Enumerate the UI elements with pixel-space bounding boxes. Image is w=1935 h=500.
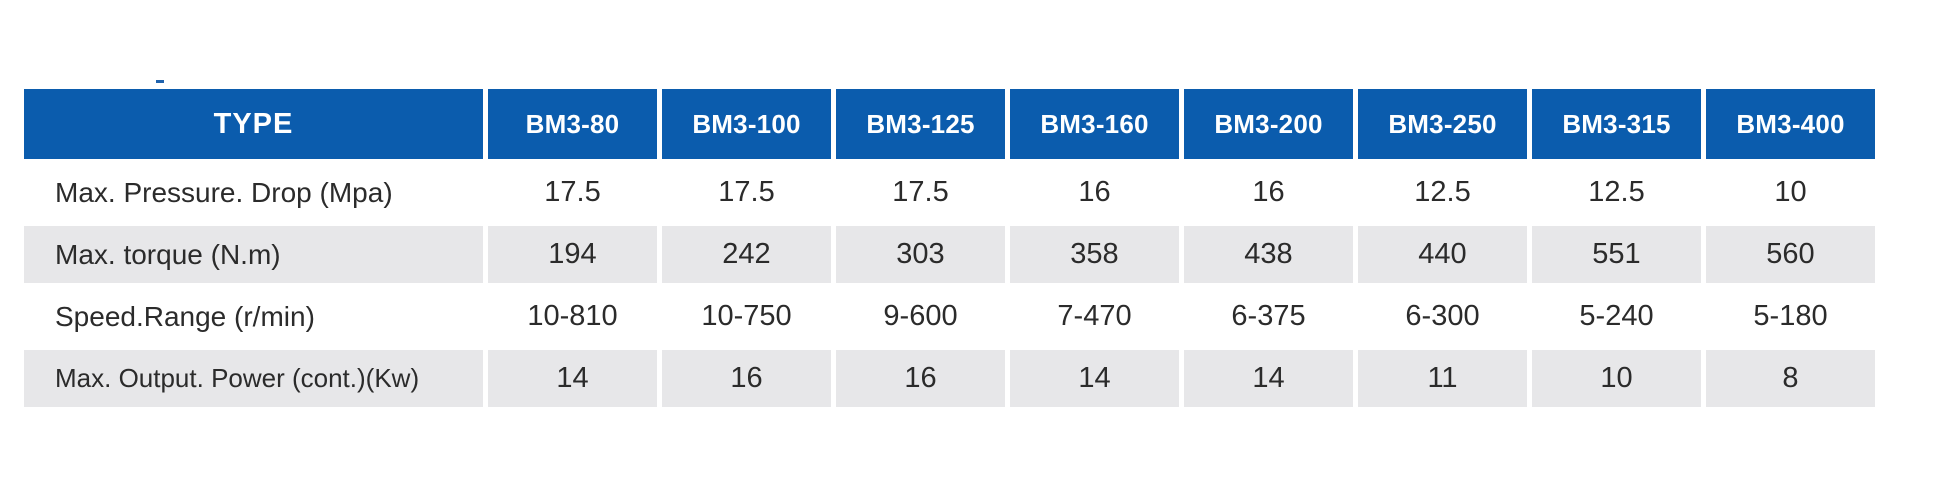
- table-cell: 17.5: [662, 164, 831, 221]
- table-cell: 551: [1532, 226, 1701, 283]
- header-row: TYPE BM3-80 BM3-100 BM3-125 BM3-160 BM3-…: [24, 89, 1875, 159]
- row-label: Max. Pressure. Drop (Mpa): [24, 164, 483, 221]
- row-label: Max. Output. Power (cont.)(Kw): [24, 350, 483, 407]
- table-cell: 17.5: [836, 164, 1005, 221]
- table-cell: 16: [1010, 164, 1179, 221]
- model-header: BM3-315: [1532, 89, 1701, 159]
- model-header: BM3-125: [836, 89, 1005, 159]
- table-cell: 10-810: [488, 288, 657, 345]
- table-cell: 17.5: [488, 164, 657, 221]
- type-header: TYPE: [24, 89, 483, 159]
- table-cell: 14: [488, 350, 657, 407]
- table-row: Max. Output. Power (cont.)(Kw) 14 16 16 …: [24, 350, 1875, 407]
- table-cell: 194: [488, 226, 657, 283]
- model-header: BM3-100: [662, 89, 831, 159]
- model-header: BM3-200: [1184, 89, 1353, 159]
- table-cell: 14: [1010, 350, 1179, 407]
- table-cell: 10-750: [662, 288, 831, 345]
- model-header: BM3-160: [1010, 89, 1179, 159]
- table-cell: 440: [1358, 226, 1527, 283]
- table-cell: 16: [662, 350, 831, 407]
- table-cell: 12.5: [1532, 164, 1701, 221]
- table-cell: 9-600: [836, 288, 1005, 345]
- row-label: Max. torque (N.m): [24, 226, 483, 283]
- table-row: Max. Pressure. Drop (Mpa) 17.5 17.5 17.5…: [24, 164, 1875, 221]
- table-cell: 16: [1184, 164, 1353, 221]
- table-cell: 6-300: [1358, 288, 1527, 345]
- table-cell: 14: [1184, 350, 1353, 407]
- table-cell: 6-375: [1184, 288, 1353, 345]
- decorative-dash: [156, 80, 164, 83]
- model-header: BM3-250: [1358, 89, 1527, 159]
- table-cell: 16: [836, 350, 1005, 407]
- table-cell: 10: [1532, 350, 1701, 407]
- row-label: Speed.Range (r/min): [24, 288, 483, 345]
- table-row: Max. torque (N.m) 194 242 303 358 438 44…: [24, 226, 1875, 283]
- table-cell: 242: [662, 226, 831, 283]
- table-cell: 560: [1706, 226, 1875, 283]
- table-cell: 5-180: [1706, 288, 1875, 345]
- table-cell: 303: [836, 226, 1005, 283]
- table-cell: 5-240: [1532, 288, 1701, 345]
- model-header: BM3-400: [1706, 89, 1875, 159]
- table-cell: 358: [1010, 226, 1179, 283]
- table-cell: 11: [1358, 350, 1527, 407]
- table-cell: 10: [1706, 164, 1875, 221]
- spec-table: TYPE BM3-80 BM3-100 BM3-125 BM3-160 BM3-…: [19, 84, 1880, 412]
- table-cell: 438: [1184, 226, 1353, 283]
- table-row: Speed.Range (r/min) 10-810 10-750 9-600 …: [24, 288, 1875, 345]
- model-header: BM3-80: [488, 89, 657, 159]
- table-cell: 12.5: [1358, 164, 1527, 221]
- table-cell: 8: [1706, 350, 1875, 407]
- table-cell: 7-470: [1010, 288, 1179, 345]
